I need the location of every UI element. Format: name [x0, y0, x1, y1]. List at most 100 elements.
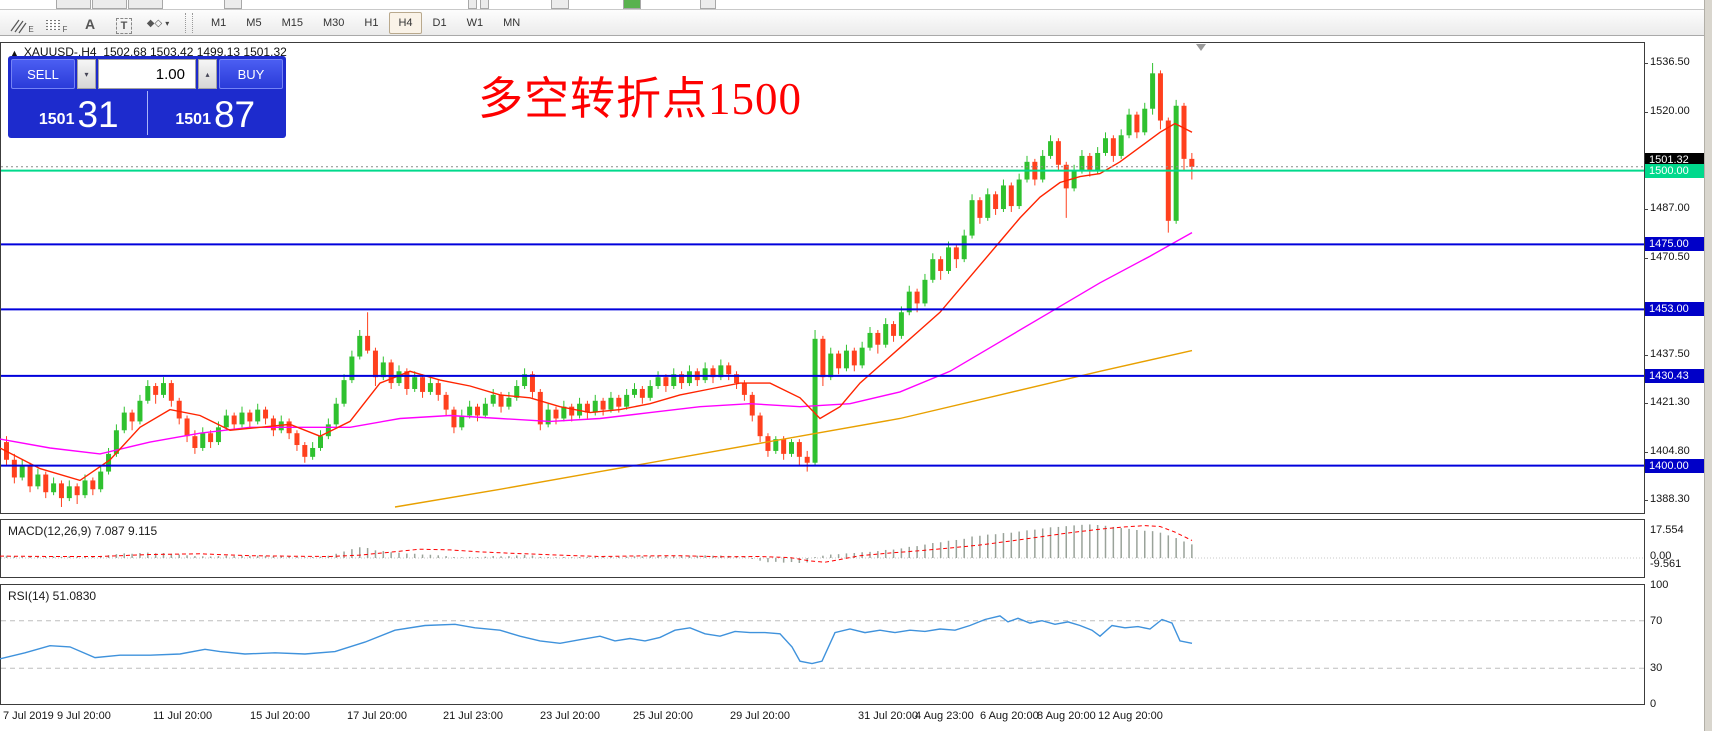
- text-box-button[interactable]: T: [109, 12, 139, 34]
- collapse-arrow-icon[interactable]: ▲: [10, 48, 19, 58]
- price-axis-label: 1437.50: [1650, 348, 1690, 360]
- candle-body: [577, 403, 583, 416]
- chart-toolbar: E F A T ◆◇ ▾ M1 M5 M15 M30 H1 H4 D1 W1 MN: [0, 9, 1704, 36]
- sell-price-display[interactable]: 1501 31: [11, 91, 147, 135]
- candle-body: [938, 259, 944, 271]
- candle-body: [82, 480, 88, 496]
- time-axis-label: 23 Jul 20:00: [540, 710, 600, 722]
- candle-body: [365, 335, 371, 351]
- timeframe-button-m15[interactable]: M15: [281, 16, 303, 29]
- candle-body: [357, 335, 363, 357]
- timeframe-button-h1[interactable]: H1: [364, 16, 379, 29]
- candle-body: [51, 483, 57, 493]
- price-axis-tick: [1644, 403, 1648, 404]
- candle-body: [686, 371, 692, 384]
- shapes-icon: ◆◇: [146, 17, 163, 29]
- candle-body: [726, 365, 732, 375]
- fibonacci-tools-button[interactable]: F: [41, 12, 71, 34]
- candle-body: [898, 312, 904, 336]
- buy-price-display[interactable]: 1501 87: [146, 91, 284, 135]
- candle-body: [113, 430, 119, 454]
- candle-body: [121, 412, 127, 431]
- candle-body: [914, 291, 920, 304]
- price-axis-label: 1520.00: [1650, 105, 1690, 117]
- rsi-indicator-panel[interactable]: [0, 584, 1645, 705]
- candle-body: [380, 362, 386, 378]
- chart-shift-marker-icon[interactable]: [1196, 44, 1206, 51]
- timeframe-button-m1[interactable]: M1: [211, 16, 227, 29]
- candle-body: [318, 436, 323, 448]
- macd-indicator-panel[interactable]: [0, 519, 1645, 578]
- candle-body: [396, 371, 402, 384]
- time-axis-label: 11 Jul 20:00: [153, 710, 213, 722]
- timeframe-button-m30[interactable]: M30: [322, 16, 345, 29]
- candle-body: [200, 433, 206, 448]
- candle-body: [19, 465, 25, 478]
- time-axis-label: 9 Jul 20:00: [57, 710, 111, 722]
- price-level-badge: 1400.00: [1645, 459, 1708, 473]
- price-axis-tick: [1644, 112, 1648, 113]
- candle-body: [608, 397, 614, 410]
- chevron-down-icon: ▾: [165, 18, 170, 28]
- timeframe-button-d1[interactable]: D1: [432, 16, 447, 29]
- timeframe-button-m5[interactable]: M5: [246, 16, 262, 29]
- buy-button[interactable]: BUY: [219, 59, 283, 89]
- mid-lwma-line: [0, 231, 1193, 455]
- buy-price-small: 1501: [175, 111, 211, 128]
- time-axis-label: 31 Jul 20:00: [858, 710, 918, 722]
- volume-input[interactable]: [98, 59, 196, 89]
- clipped-button-remnant: [128, 0, 163, 9]
- chart-text-annotation[interactable]: 多空转折点1500: [478, 74, 803, 124]
- candle-body: [506, 397, 512, 407]
- fibonacci-sub-label: F: [62, 24, 68, 34]
- candle-body: [333, 403, 339, 425]
- candle-body: [467, 406, 473, 416]
- candle-body: [663, 377, 669, 387]
- timeframe-button-h4[interactable]: H4: [389, 11, 422, 34]
- candle-body: [1103, 138, 1108, 153]
- candle-body: [388, 362, 394, 384]
- timeframe-button-w1[interactable]: W1: [466, 16, 484, 29]
- candle-body: [90, 480, 96, 490]
- candle-body: [906, 291, 912, 313]
- candle-body: [553, 409, 559, 419]
- candle-body: [741, 383, 747, 395]
- candle-body: [843, 350, 849, 369]
- candle-body: [161, 383, 166, 395]
- time-axis-label: 12 Aug 20:00: [1098, 710, 1163, 722]
- candle-body: [522, 374, 528, 387]
- candle-body: [1150, 73, 1156, 109]
- rsi-line: [0, 615, 1193, 665]
- candle-body: [804, 456, 810, 463]
- candle-body: [1173, 105, 1179, 221]
- candle-body: [129, 412, 135, 422]
- volume-decrease-button[interactable]: ▾: [77, 59, 96, 89]
- candle-body: [836, 353, 842, 369]
- candle-body: [1071, 170, 1077, 189]
- rsi-axis-label: 30: [1650, 662, 1663, 674]
- timeframe-button-group: M1 M5 M15 M30 H1 H4 D1 W1 MN: [201, 11, 530, 34]
- volume-increase-button[interactable]: ▴: [198, 59, 217, 89]
- candle-body: [671, 374, 677, 387]
- candle-body: [569, 406, 575, 416]
- candle-body: [584, 403, 590, 413]
- candle-body: [851, 350, 857, 366]
- sell-price-big: 31: [77, 94, 119, 136]
- candle-body: [679, 374, 685, 384]
- window-edge-scrollbar[interactable]: [1704, 0, 1712, 731]
- bid-price-badge: 1501.32: [1645, 152, 1708, 167]
- candle-body: [1055, 141, 1061, 165]
- text-label-icon: A: [84, 15, 96, 32]
- shapes-dropdown-button[interactable]: ◆◇ ▾: [143, 12, 173, 34]
- candle-body: [922, 279, 928, 304]
- trendline-tools-button[interactable]: E: [7, 12, 37, 34]
- candle-body: [482, 403, 488, 416]
- price-level-badge: 1500.00: [1645, 164, 1708, 178]
- price-chart-panel[interactable]: [0, 42, 1645, 514]
- candle-body: [302, 445, 308, 457]
- sell-button[interactable]: SELL: [11, 59, 75, 89]
- timeframe-button-mn[interactable]: MN: [503, 16, 521, 29]
- text-label-button[interactable]: A: [75, 12, 105, 34]
